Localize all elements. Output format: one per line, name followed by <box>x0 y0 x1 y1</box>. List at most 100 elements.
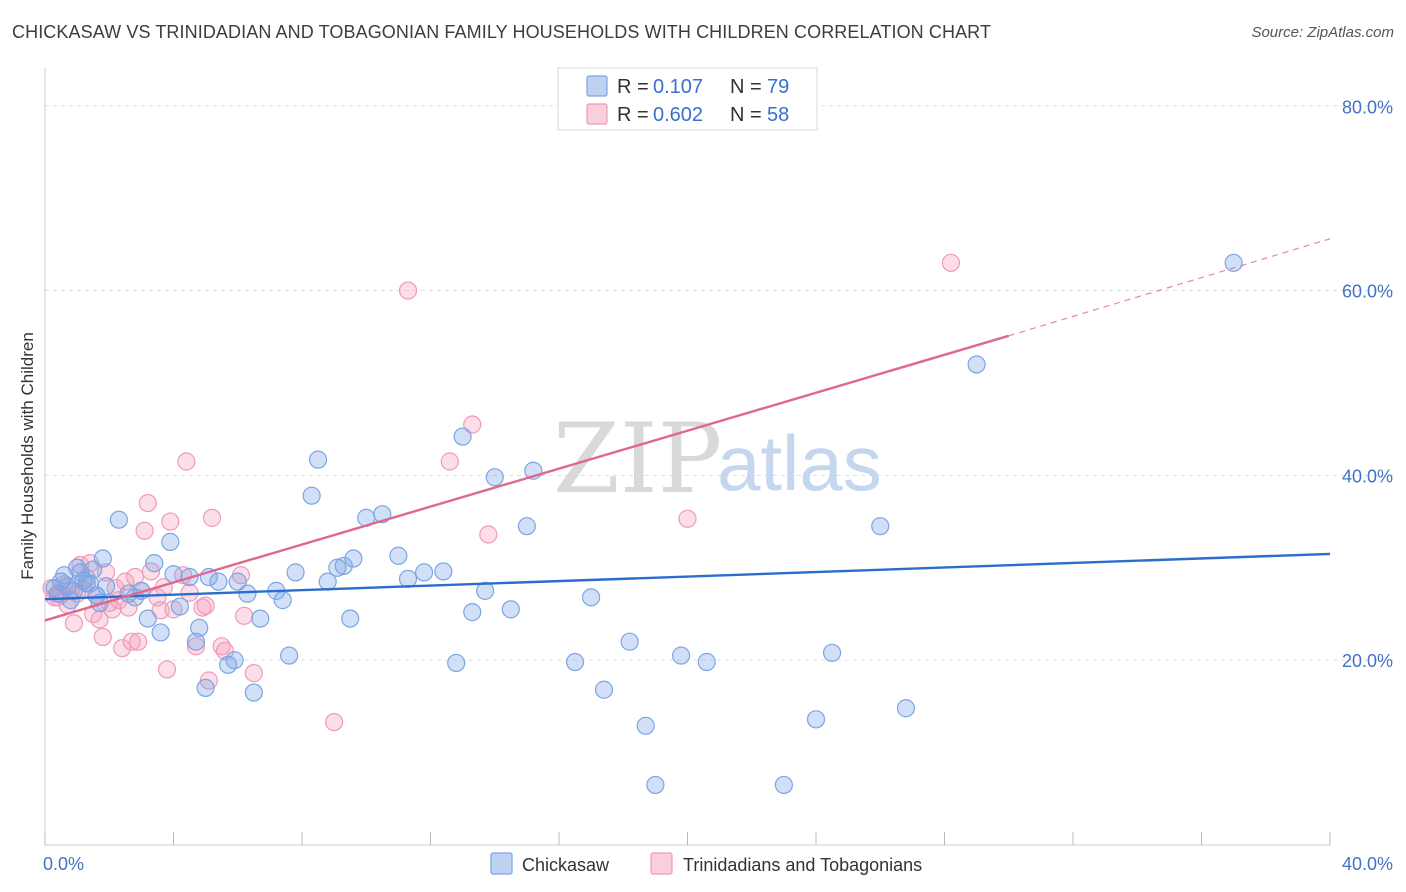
chickasaw-point <box>501 600 520 619</box>
bottom-legend-swatch-blue <box>490 852 513 875</box>
x-tick-labels: 0.0% 40.0% <box>43 854 1393 874</box>
chickasaw-point <box>344 549 363 568</box>
trinidadian-point <box>119 598 138 617</box>
chickasaw-point <box>341 609 360 628</box>
axes <box>44 68 1331 846</box>
chickasaw-point <box>196 678 215 698</box>
chickasaw-point <box>334 556 353 576</box>
watermark-zip: ZIP <box>553 403 722 515</box>
chickasaw-point <box>1224 253 1243 272</box>
trinidadian-point <box>93 627 112 647</box>
chickasaw-point <box>806 710 826 729</box>
trinidadian-point <box>112 639 132 658</box>
chickasaw-point <box>251 609 270 628</box>
chickasaw-point <box>190 618 209 637</box>
trend-lines <box>44 238 1331 622</box>
trinidadian-point <box>678 509 697 528</box>
y-tick-label: 60.0% <box>1342 282 1393 302</box>
chickasaw-point <box>225 651 244 670</box>
chickasaw-point <box>398 569 418 588</box>
chickasaw-point <box>145 554 164 573</box>
chickasaw-point <box>228 572 247 591</box>
trinidadian-point <box>64 614 84 633</box>
legend-r-value: 0.602 <box>653 104 703 126</box>
trinidadian-point <box>463 415 482 434</box>
chickasaw-point <box>414 563 434 582</box>
chickasaw-point <box>286 563 305 582</box>
watermark-atlas: atlas <box>717 419 882 507</box>
trinidadian-point <box>157 660 177 679</box>
top-legend: R = 0.107 N = 79 R = 0.602 N = 58 <box>557 67 818 131</box>
legend-r-label: R = <box>617 104 649 126</box>
chickasaw-point <box>463 603 482 622</box>
chickasaw-point <box>80 574 100 593</box>
trinidadian-point <box>151 601 170 620</box>
chickasaw-point <box>476 581 495 600</box>
chickasaw-point <box>774 775 793 795</box>
chickasaw-point <box>594 680 614 699</box>
y-tick-labels: 20.0% 40.0% 60.0% 80.0% <box>1342 98 1393 671</box>
trinidadian-point <box>479 525 498 544</box>
legend-n-value: 79 <box>767 76 789 98</box>
chickasaw-point <box>308 450 328 469</box>
trinidadian-trend-line <box>44 334 1010 622</box>
chickasaw-point <box>93 549 112 568</box>
chickasaw-point <box>186 632 206 651</box>
chickasaw-point <box>170 597 190 616</box>
grid <box>45 105 1393 661</box>
chickasaw-point <box>485 468 504 487</box>
trinidadian-point <box>193 598 212 617</box>
legend-n-label: N = <box>730 104 762 126</box>
trinidadian-point <box>186 637 206 656</box>
trinidadian-point <box>235 606 254 625</box>
y-axis-title: Family Households with Children <box>18 332 37 580</box>
chickasaw-point <box>209 572 228 591</box>
y-tick-label: 20.0% <box>1342 651 1393 671</box>
chickasaw-point <box>328 558 347 577</box>
bottom-legend-label: Trinidadians and Tobagonians <box>683 855 922 875</box>
trinidadian-point <box>129 632 148 651</box>
chickasaw-point <box>447 653 466 673</box>
chickasaw-point <box>273 591 292 610</box>
trinidadian-point <box>941 253 961 272</box>
chickasaw-point <box>280 646 299 665</box>
legend-r-label: R = <box>617 76 649 98</box>
trinidadian-point <box>116 572 135 591</box>
chickasaw-point <box>671 646 691 665</box>
trinidadian-trend-extension <box>1008 238 1331 337</box>
chickasaw-point <box>151 623 170 642</box>
chickasaw-point <box>620 632 639 651</box>
chickasaw-point <box>138 609 157 628</box>
x-tick-label: 40.0% <box>1342 854 1393 874</box>
trinidadian-point <box>440 452 459 471</box>
chickasaw-point <box>453 427 472 446</box>
chickasaw-point <box>161 532 180 551</box>
trinidadian-point <box>244 664 263 683</box>
legend-r-value: 0.107 <box>653 76 703 98</box>
trinidadian-point <box>202 508 222 527</box>
trinidadian-point <box>138 493 157 513</box>
chickasaw-point <box>109 510 128 529</box>
x-tick-label: 0.0% <box>43 854 84 874</box>
chickasaw-point <box>434 562 453 581</box>
chickasaw-point <box>871 517 890 536</box>
chickasaw-point <box>389 546 408 565</box>
chickasaw-point <box>517 517 536 536</box>
chickasaw-point <box>565 652 585 672</box>
legend-swatch-pink <box>586 103 608 125</box>
legend-n-value: 58 <box>767 104 789 126</box>
legend-n-label: N = <box>730 76 762 98</box>
y-tick-label: 80.0% <box>1342 98 1393 118</box>
chickasaw-point <box>967 355 986 374</box>
source-label: Source: ZipAtlas.com <box>1251 24 1394 41</box>
trinidadian-point <box>215 641 234 661</box>
chickasaw-point <box>697 652 716 672</box>
chickasaw-trend-line <box>44 552 1331 601</box>
legend-swatch-blue <box>586 75 608 97</box>
chickasaw-point <box>302 486 321 505</box>
chickasaw-point <box>244 683 263 702</box>
trinidadian-point <box>398 281 418 300</box>
chart-title: CHICKASAW VS TRINIDADIAN AND TOBAGONIAN … <box>12 22 992 42</box>
blue-points <box>45 253 1243 795</box>
chickasaw-point <box>646 775 665 795</box>
